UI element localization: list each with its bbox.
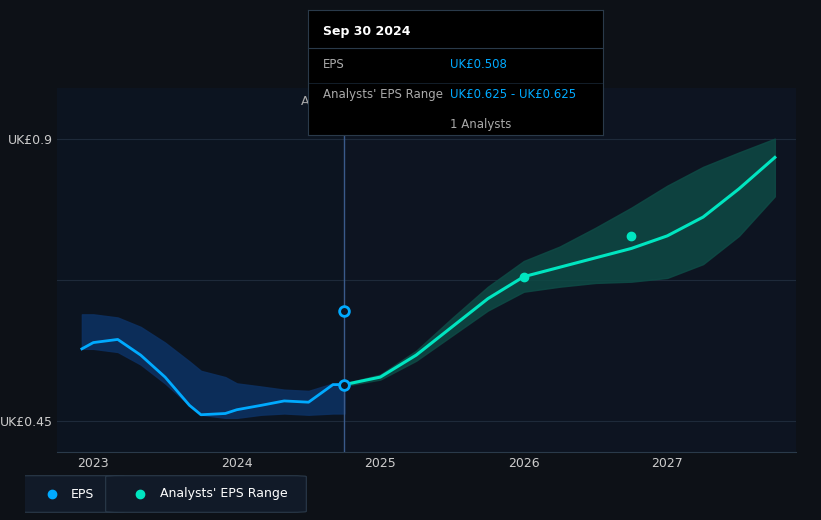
Text: Analysts' EPS Range: Analysts' EPS Range xyxy=(323,88,443,101)
Text: Analysts Forecasts: Analysts Forecasts xyxy=(351,95,468,108)
Text: Sep 30 2024: Sep 30 2024 xyxy=(323,25,410,38)
Text: Analysts' EPS Range: Analysts' EPS Range xyxy=(159,488,287,500)
Text: EPS: EPS xyxy=(323,58,344,71)
Text: EPS: EPS xyxy=(71,488,94,500)
Text: UK£0.625 - UK£0.625: UK£0.625 - UK£0.625 xyxy=(450,88,576,101)
FancyBboxPatch shape xyxy=(106,476,306,512)
Text: 1 Analysts: 1 Analysts xyxy=(450,118,511,131)
Bar xyxy=(57,88,345,452)
Text: Actual: Actual xyxy=(300,95,340,108)
Text: UK£0.508: UK£0.508 xyxy=(450,58,507,71)
FancyBboxPatch shape xyxy=(17,476,125,512)
